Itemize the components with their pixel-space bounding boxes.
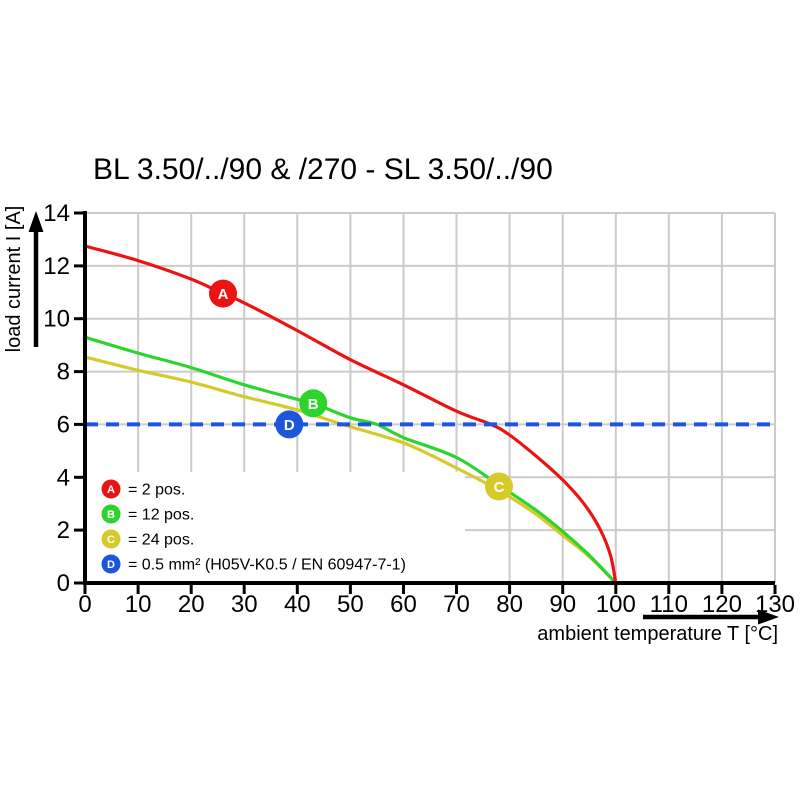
marker-d: D — [275, 410, 304, 439]
y-tick-label: 0 — [57, 570, 70, 597]
legend-marker-letter: C — [107, 534, 115, 546]
y-tick-label: 8 — [57, 359, 70, 386]
marker-circle — [299, 389, 328, 418]
x-tick-label: 10 — [125, 591, 152, 618]
x-tick-label: 50 — [337, 591, 364, 618]
curve-24-pos- — [83, 355, 618, 585]
x-tick-label: 60 — [390, 591, 417, 618]
y-tick-label: 6 — [57, 411, 70, 438]
x-tick-label: 110 — [650, 591, 688, 618]
y-axis-arrowhead — [28, 211, 44, 232]
marker-circle — [209, 279, 237, 308]
x-tick-label: 70 — [443, 591, 470, 618]
x-axis-arrowhead — [758, 609, 779, 625]
y-axis-arrow-icon — [28, 211, 44, 347]
marker-circle — [275, 410, 304, 439]
legend-marker-letter: A — [107, 484, 115, 496]
marker-letter: C — [494, 479, 505, 496]
axes: 0 10 20 30 40 50 60 70 80 90 100 110 120 130024681012… — [43, 200, 795, 618]
legend-marker — [101, 479, 121, 499]
legend-item: C = 24 pos. — [101, 529, 194, 549]
legend-item: A = 2 pos. — [101, 479, 185, 499]
legend-label: = 2 pos. — [128, 482, 185, 499]
marker-circle — [485, 472, 513, 501]
marker-b: B — [299, 389, 328, 418]
legend-label: = 0.5 mm² (H05V-K0.5 / EN 60947-7-1) — [128, 557, 406, 574]
x-tick-label: 40 — [284, 591, 311, 618]
y-tick-label: 12 — [43, 253, 70, 280]
legend-label: = 12 pos. — [128, 507, 194, 524]
x-axis-arrow-icon — [643, 609, 779, 625]
legend-marker-letter: D — [107, 559, 115, 571]
y-tick-label: 10 — [43, 306, 70, 333]
legend-item: B = 12 pos. — [101, 504, 194, 524]
legend: A = 2 pos. B = 12 pos. C = 24 pos. D = 0.5 mm² … — [101, 479, 406, 574]
y-tick-label: 2 — [57, 517, 70, 544]
marker-letter: B — [308, 396, 319, 413]
marker-letter: D — [284, 417, 295, 434]
y-axis-label: load current I [A] — [3, 206, 25, 353]
legend-label: = 24 pos. — [128, 532, 194, 549]
x-tick-label: 0 — [78, 591, 91, 618]
legend-item: D = 0.5 mm² (H05V-K0.5 / EN 60947-7-1) — [101, 554, 406, 574]
curve-12-pos- — [83, 335, 618, 585]
chart-title: BL 3.50/../90 & /270 - SL 3.50/../90 — [93, 153, 553, 186]
legend-marker — [101, 529, 121, 549]
legend-background — [87, 472, 465, 581]
marker-a: A — [209, 279, 237, 308]
legend-marker — [101, 504, 121, 524]
x-tick-label: 30 — [231, 591, 258, 618]
marker-c: C — [485, 472, 513, 501]
legend-marker-letter: B — [107, 509, 115, 521]
marker-letter: A — [218, 286, 229, 303]
x-tick-label: 20 — [178, 591, 205, 618]
x-tick-label: 90 — [549, 591, 576, 618]
x-tick-label: 80 — [496, 591, 523, 618]
y-tick-label: 14 — [43, 200, 70, 227]
x-axis-label: ambient temperature T [°C] — [537, 623, 778, 645]
y-tick-label: 4 — [57, 464, 70, 491]
x-tick-label: 120 — [702, 591, 742, 618]
legend-marker — [101, 554, 121, 574]
x-tick-label: 100 — [596, 591, 636, 618]
